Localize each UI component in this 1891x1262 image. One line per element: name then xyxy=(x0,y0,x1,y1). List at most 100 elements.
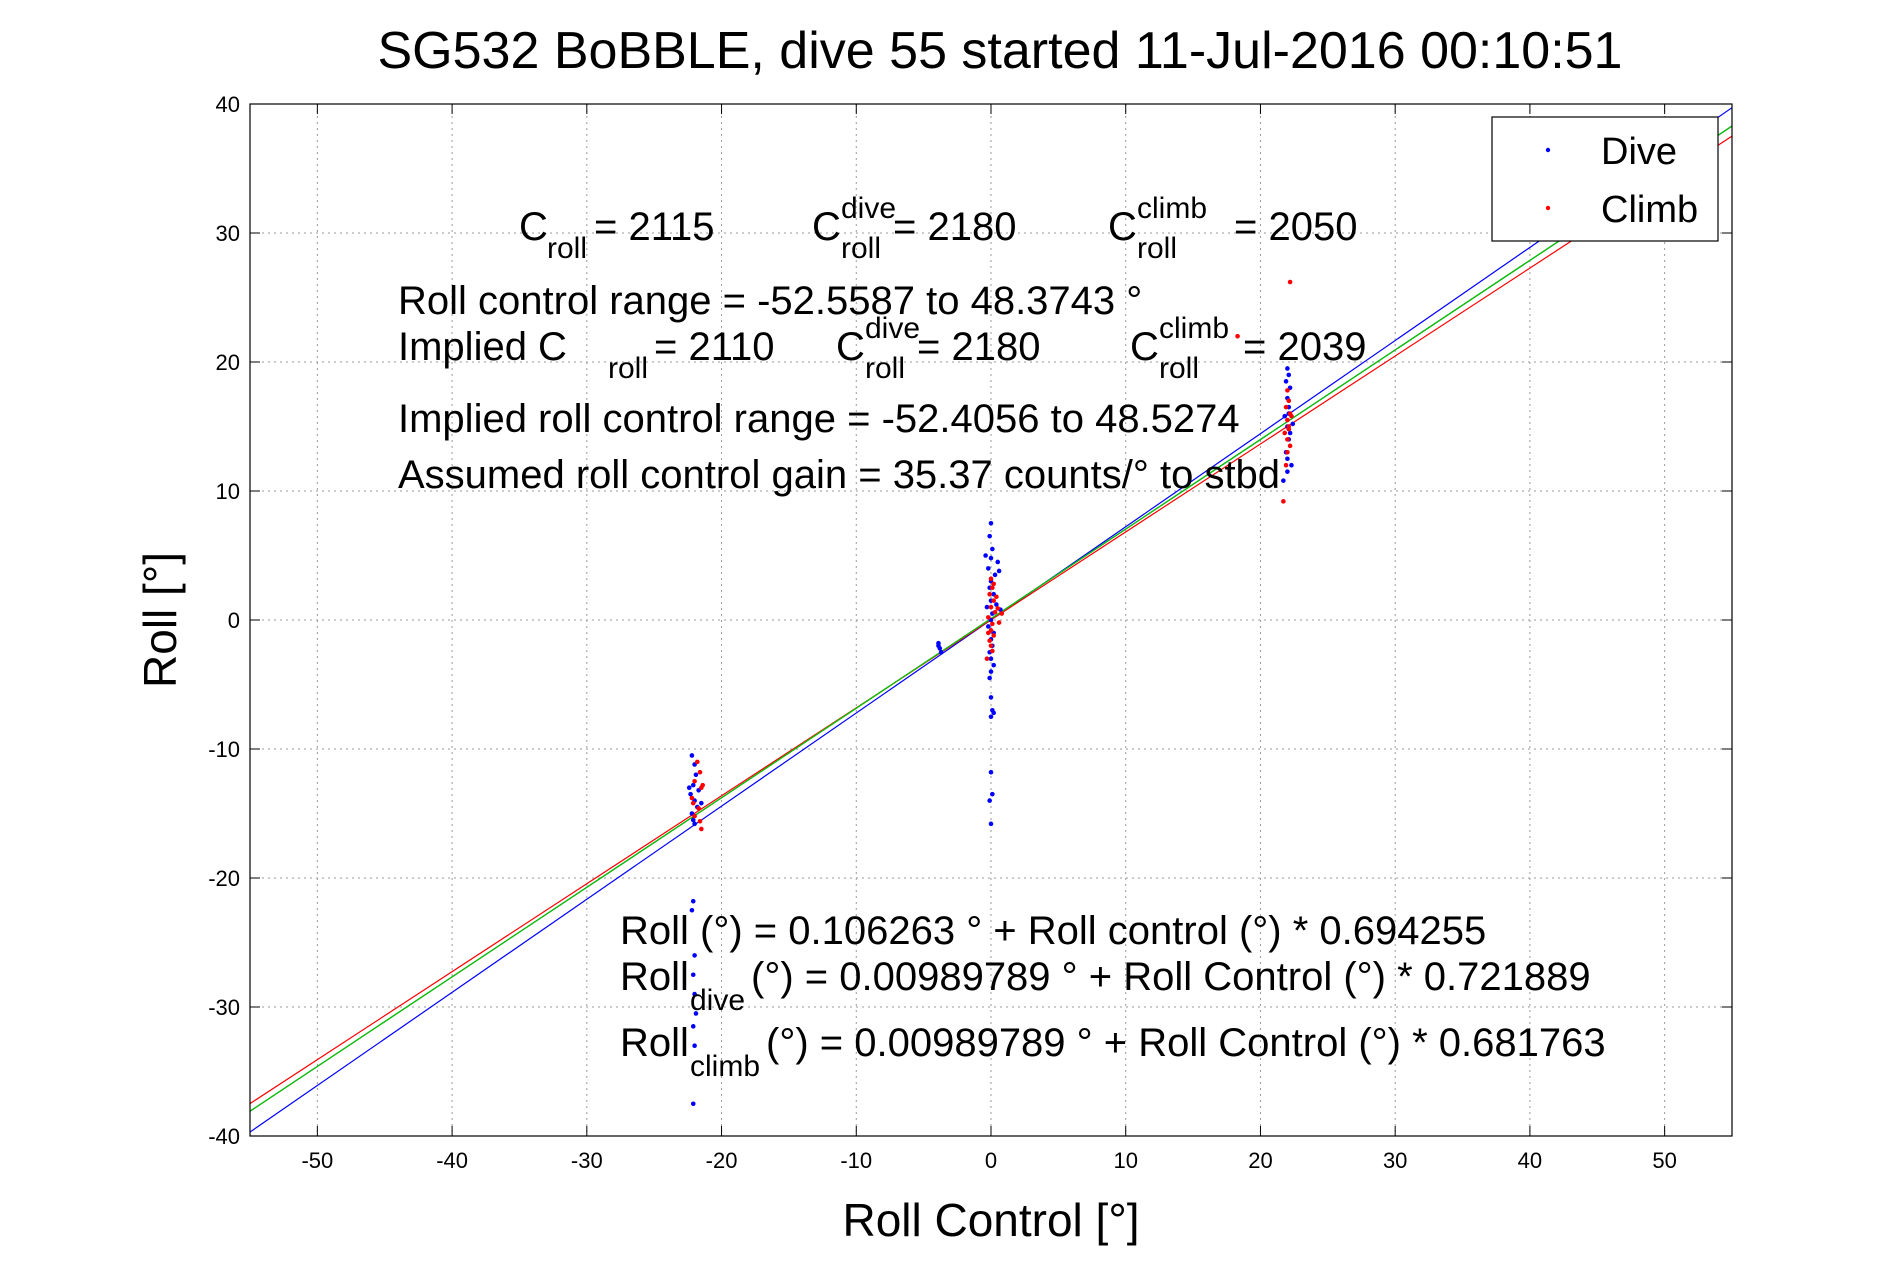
x-tick-label: -40 xyxy=(436,1148,468,1173)
c-roll-dive-sup: dive xyxy=(841,192,896,225)
data-point-climb xyxy=(994,594,999,600)
data-point-dive xyxy=(1282,413,1288,419)
data-point-dive xyxy=(1285,469,1290,474)
data-point-dive xyxy=(988,555,994,561)
legend-climb-marker xyxy=(1545,205,1551,211)
x-tick-label: 30 xyxy=(1383,1148,1407,1173)
c-roll-annotation: C roll = 2115 xyxy=(519,205,715,265)
data-point-dive xyxy=(988,520,994,526)
data-point-climb xyxy=(990,648,995,654)
fit-climb-sub: climb xyxy=(690,1050,760,1083)
x-tick-label: -10 xyxy=(840,1148,872,1173)
x-tick-label: 40 xyxy=(1518,1148,1542,1173)
data-point-dive xyxy=(987,675,992,681)
data-point-climb xyxy=(1285,388,1290,393)
data-point-climb xyxy=(992,609,998,615)
data-point-climb xyxy=(999,611,1005,616)
data-point-dive xyxy=(995,559,1001,565)
legend-climb-label: Climb xyxy=(1601,189,1698,231)
data-point-dive xyxy=(984,604,990,610)
x-tick-label: 50 xyxy=(1652,1148,1676,1173)
y-axis-label: Roll [°] xyxy=(134,552,186,688)
data-point-dive xyxy=(1285,366,1290,371)
data-point-climb xyxy=(1287,443,1293,449)
legend-dive-label: Dive xyxy=(1601,131,1677,173)
implied-c-roll-annotation: Implied C roll = 2110 xyxy=(398,325,775,385)
x-tick-label: 0 xyxy=(985,1148,997,1173)
data-point-climb xyxy=(995,606,1001,611)
data-point-climb xyxy=(990,621,995,627)
data-point-dive xyxy=(686,785,692,790)
data-point-climb xyxy=(697,769,703,775)
c-roll-climb-value: = 2050 xyxy=(1234,205,1357,249)
c-roll-dive-sub: roll xyxy=(841,232,881,265)
y-tick-label: -20 xyxy=(208,866,240,891)
data-point-climb xyxy=(990,585,995,591)
implied-c-roll-sub: roll xyxy=(608,352,648,385)
x-tick-label: -20 xyxy=(706,1148,738,1173)
y-tick-label: 0 xyxy=(228,608,240,633)
gain-text: Assumed roll control gain = 35.37 counts… xyxy=(398,453,1280,497)
data-point-climb xyxy=(1286,426,1292,432)
x-tick-label: 10 xyxy=(1113,1148,1137,1173)
x-axis-label: Roll Control [°] xyxy=(842,1194,1139,1246)
data-point-climb xyxy=(1283,404,1289,410)
implied-c-roll-dive-sup: dive xyxy=(865,312,920,345)
data-point-dive xyxy=(987,533,992,539)
data-point-dive xyxy=(690,817,696,823)
data-point-dive xyxy=(1289,462,1294,468)
data-point-dive xyxy=(991,710,996,716)
data-point-dive xyxy=(690,898,696,904)
data-point-dive xyxy=(988,695,994,700)
legend-box xyxy=(1491,116,1719,242)
c-roll-dive-value: = 2180 xyxy=(893,205,1016,249)
implied-c-roll-climb-base: C xyxy=(1130,325,1159,369)
c-roll-base: C xyxy=(519,205,548,249)
data-point-climb xyxy=(986,630,991,636)
c-roll-value: = 2115 xyxy=(594,205,715,249)
legend: Dive Climb xyxy=(1491,116,1719,242)
data-point-climb xyxy=(996,620,1002,625)
data-point-climb xyxy=(1285,450,1290,455)
data-point-dive xyxy=(1287,430,1293,436)
fit-climb-annotation: Roll climb (°) = 0.00989789 ° + Roll Con… xyxy=(620,1021,1606,1083)
y-tick-label: -30 xyxy=(208,995,240,1020)
data-point-dive xyxy=(986,566,991,571)
data-point-dive xyxy=(991,662,996,668)
data-point-climb xyxy=(699,826,704,832)
y-tick-label: 10 xyxy=(216,479,240,504)
data-point-dive xyxy=(692,991,697,997)
axis-ticks: -50 -40 -30 -20 -10 0 10 20 30 40 50 -40 -30 -20 -10 0 1… xyxy=(208,92,1732,1173)
fit-all-text: Roll (°) = 0.106263 ° + Roll control (°)… xyxy=(620,909,1486,953)
implied-c-roll-dive-base: C xyxy=(836,325,865,369)
roll-range-text: Roll control range = -52.5587 to 48.3743… xyxy=(398,279,1142,323)
data-point-dive xyxy=(1285,456,1290,462)
data-point-climb xyxy=(1285,417,1290,423)
data-point-climb xyxy=(991,598,996,603)
data-point-climb xyxy=(1282,430,1288,436)
data-point-climb xyxy=(700,782,705,788)
y-tick-label: -10 xyxy=(208,737,240,762)
data-point-dive xyxy=(988,714,994,720)
data-point-dive xyxy=(690,782,696,788)
c-roll-climb-base: C xyxy=(1108,205,1137,249)
y-tick-label: 40 xyxy=(216,92,240,117)
data-point-dive xyxy=(988,656,994,661)
data-point-dive xyxy=(987,798,992,803)
c-roll-climb-sup: climb xyxy=(1137,192,1207,225)
fit-dive-value: (°) = 0.00989789 ° + Roll Control (°) * … xyxy=(751,955,1591,999)
data-point-dive xyxy=(988,821,994,827)
data-point-climb xyxy=(1289,413,1294,419)
data-point-dive xyxy=(990,546,995,552)
x-tick-label: -50 xyxy=(301,1148,333,1173)
data-point-dive xyxy=(996,568,1002,574)
data-point-dive xyxy=(986,624,991,629)
implied-c-roll-climb-value: = 2039 xyxy=(1243,325,1366,369)
fit-dive-annotation: Roll dive (°) = 0.00989789 ° + Roll Cont… xyxy=(620,955,1591,1017)
data-point-dive xyxy=(994,602,999,607)
data-point-climb xyxy=(1287,279,1293,285)
data-point-climb xyxy=(987,638,992,643)
implied-c-roll-dive-annotation: C dive roll = 2180 xyxy=(836,312,1040,385)
data-point-dive xyxy=(690,1101,696,1107)
